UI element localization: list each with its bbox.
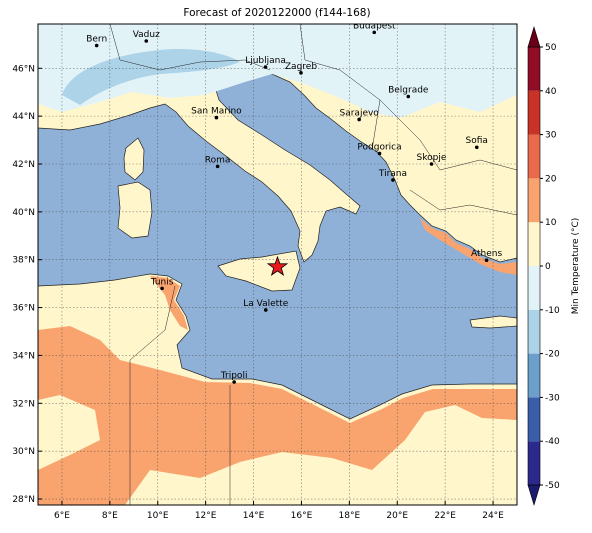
city-label: Bern — [86, 35, 107, 45]
city-label: Tirana — [378, 169, 407, 179]
city-dot — [391, 178, 395, 182]
colorbar-tick-label: 10 — [545, 218, 557, 228]
warm-greece — [420, 218, 517, 275]
x-tick-label: 16°E — [291, 511, 313, 521]
city-label: Belgrade — [388, 86, 429, 96]
city-dot — [484, 258, 489, 262]
y-tick-label: 44°N — [12, 112, 35, 122]
warm-coast — [150, 276, 188, 330]
land-crete — [469, 315, 517, 329]
city-label: Budapest — [353, 21, 396, 31]
city-label: Tripoli — [220, 371, 248, 381]
city-dot — [357, 117, 361, 122]
city-label: Ljubljana — [245, 56, 286, 66]
city-dot — [429, 162, 434, 166]
colorbar-bin — [528, 222, 540, 266]
colorbar-tick-label: -10 — [545, 306, 560, 316]
city-label: Roma — [205, 155, 231, 165]
city-dot — [474, 145, 479, 150]
colorbar-bin — [528, 90, 540, 135]
y-tick-label: 40°N — [12, 208, 35, 218]
city-label: Skopje — [417, 153, 447, 163]
x-tick-label: 6°E — [54, 511, 70, 521]
title: Forecast of 2020122000 (f144-168) — [183, 7, 370, 19]
city-label: Vaduz — [133, 30, 160, 40]
city-label: La Valette — [243, 299, 288, 309]
city-dot — [406, 94, 411, 99]
y-tick-label: 38°N — [12, 256, 35, 266]
city-label: Zagreb — [285, 62, 317, 72]
colorbar-tick-label: -40 — [545, 437, 560, 447]
x-tick-label: 12°E — [195, 511, 217, 521]
forecast-marker — [266, 255, 289, 276]
x-tick-label: 22°E — [434, 511, 456, 521]
borders — [109, 24, 517, 505]
city-dot — [94, 43, 99, 48]
city-dot — [299, 71, 303, 75]
city-dot — [372, 30, 377, 35]
y-tick-label: 36°N — [12, 304, 35, 314]
colorbar-tick-label: 0 — [545, 262, 551, 272]
city-label: Athens — [471, 249, 502, 259]
x-tick-label: 14°E — [243, 511, 265, 521]
city-dot — [263, 65, 268, 69]
colorbar-bin — [528, 178, 540, 223]
city-dot — [232, 380, 236, 384]
city-label: Sofia — [466, 136, 488, 146]
colorbar-bin — [528, 353, 540, 398]
land-sardinia — [117, 181, 153, 239]
land-sicily — [217, 250, 301, 292]
city-dot — [263, 308, 268, 312]
land-corsica — [123, 137, 145, 181]
colorbar-under — [527, 484, 541, 507]
city-label: Sarajevo — [340, 108, 380, 118]
colorbar-tick-label: 50 — [545, 43, 557, 53]
colorbar-bin — [528, 134, 540, 179]
city-dot — [160, 286, 164, 291]
city-dot — [377, 151, 382, 156]
x-tick-label: 20°E — [386, 511, 408, 521]
colorbar-tick-label: -20 — [545, 350, 560, 360]
city-dot — [214, 115, 219, 120]
city-label: San Marino — [191, 107, 242, 117]
colorbar: -50 -40 -30 -20 -10 0 10 20 30 40 50 — [527, 25, 560, 507]
colorbar-tick-label: -30 — [545, 393, 560, 403]
y-tick-label: 28°N — [12, 495, 35, 505]
x-tick-label: 8°E — [102, 511, 118, 521]
y-tick-label: 46°N — [12, 64, 35, 74]
city-dot — [144, 39, 149, 43]
x-tick-label: 10°E — [147, 511, 169, 521]
x-tick-label: 24°E — [482, 511, 504, 521]
colorbar-tick-label: 30 — [545, 131, 557, 141]
colorbar-tick-label: -50 — [545, 481, 560, 491]
frame — [37, 23, 518, 506]
colorbar-bin — [528, 397, 540, 442]
colorbar-label: Min Temperature (°C) — [571, 218, 581, 315]
colorbar-bin — [528, 47, 540, 91]
y-tick-label: 32°N — [12, 399, 35, 409]
y-tick-label: 34°N — [12, 351, 35, 361]
x-tick-label: 18°E — [339, 511, 361, 521]
colorbar-bin — [528, 441, 540, 485]
y-tick-label: 42°N — [12, 160, 35, 170]
city-label: Podgorica — [357, 142, 401, 152]
colorbar-tick-label: 40 — [545, 87, 557, 97]
colorbar-bin — [528, 309, 540, 354]
colorbar-bin — [528, 266, 540, 310]
city-dot — [215, 164, 220, 169]
axes: 6°E 8°E 10°E 12°E 14°E 16°E 18°E 20°E 22°E 24°E 28… — [12, 64, 504, 521]
colorbar-over — [527, 25, 541, 48]
colorbar-tick-label: 20 — [545, 174, 557, 184]
city-label: Tunis — [150, 277, 174, 287]
y-tick-label: 30°N — [12, 447, 35, 457]
